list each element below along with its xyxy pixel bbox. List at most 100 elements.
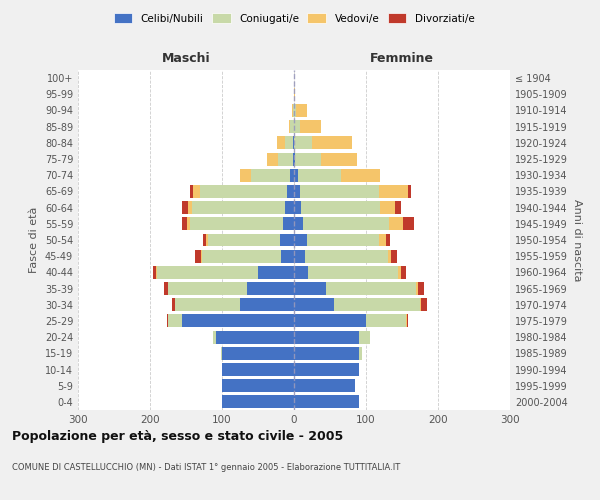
Text: Maschi: Maschi	[161, 52, 211, 65]
Bar	[408, 185, 412, 198]
Bar	[192, 201, 286, 214]
Bar	[386, 234, 390, 246]
Bar	[296, 104, 307, 117]
Bar	[294, 169, 298, 181]
Bar	[182, 218, 187, 230]
Bar	[196, 250, 201, 262]
Bar	[182, 201, 188, 214]
Bar	[294, 266, 308, 279]
Bar	[294, 152, 295, 166]
Bar	[258, 266, 294, 279]
Bar	[420, 298, 421, 311]
Bar	[293, 104, 294, 117]
Bar	[294, 379, 355, 392]
Bar	[294, 185, 300, 198]
Bar	[187, 218, 190, 230]
Bar	[395, 201, 401, 214]
Bar	[216, 330, 294, 344]
Bar	[294, 201, 301, 214]
Bar	[280, 234, 294, 246]
Bar	[308, 266, 398, 279]
Bar	[284, 136, 293, 149]
Bar	[293, 136, 294, 149]
Bar	[212, 330, 216, 344]
Bar	[247, 282, 294, 295]
Bar	[379, 234, 386, 246]
Bar	[164, 282, 168, 295]
Bar	[281, 250, 294, 262]
Bar	[406, 314, 407, 328]
Bar	[203, 234, 206, 246]
Bar	[175, 298, 240, 311]
Bar	[168, 314, 182, 328]
Bar	[190, 185, 193, 198]
Bar	[190, 218, 283, 230]
Bar	[294, 330, 359, 344]
Text: Femmine: Femmine	[370, 52, 434, 65]
Bar	[240, 298, 294, 311]
Bar	[294, 298, 334, 311]
Bar	[312, 136, 352, 149]
Bar	[172, 298, 175, 311]
Bar	[277, 136, 284, 149]
Bar	[320, 152, 356, 166]
Bar	[359, 330, 370, 344]
Bar	[289, 120, 290, 133]
Bar	[388, 250, 391, 262]
Bar	[295, 152, 320, 166]
Bar	[294, 88, 295, 101]
Bar	[208, 234, 280, 246]
Bar	[293, 152, 294, 166]
Bar	[153, 266, 157, 279]
Bar	[240, 169, 251, 181]
Bar	[201, 250, 202, 262]
Text: Popolazione per età, sesso e stato civile - 2005: Popolazione per età, sesso e stato civil…	[12, 430, 343, 443]
Bar	[292, 104, 293, 117]
Bar	[300, 185, 379, 198]
Bar	[294, 396, 359, 408]
Bar	[268, 152, 278, 166]
Bar	[251, 169, 290, 181]
Bar	[167, 314, 168, 328]
Bar	[222, 363, 294, 376]
Bar	[182, 314, 294, 328]
Bar	[389, 218, 403, 230]
Bar	[222, 396, 294, 408]
Bar	[222, 379, 294, 392]
Bar	[403, 218, 414, 230]
Bar	[294, 282, 326, 295]
Bar	[298, 169, 341, 181]
Bar	[294, 347, 359, 360]
Bar	[168, 282, 247, 295]
Bar	[286, 201, 294, 214]
Bar	[188, 201, 192, 214]
Bar	[290, 169, 294, 181]
Bar	[290, 120, 294, 133]
Bar	[366, 314, 406, 328]
Bar	[157, 266, 258, 279]
Bar	[379, 185, 408, 198]
Legend: Celibi/Nubili, Coniugati/e, Vedovi/e, Divorziati/e: Celibi/Nubili, Coniugati/e, Vedovi/e, Di…	[110, 10, 478, 26]
Bar	[301, 201, 380, 214]
Bar	[294, 104, 296, 117]
Bar	[294, 120, 300, 133]
Bar	[407, 314, 409, 328]
Bar	[294, 136, 312, 149]
Bar	[416, 282, 418, 295]
Bar	[294, 250, 305, 262]
Bar	[193, 185, 200, 198]
Bar	[305, 250, 388, 262]
Bar	[307, 234, 379, 246]
Bar	[341, 169, 380, 181]
Bar	[222, 347, 294, 360]
Bar	[206, 234, 208, 246]
Bar	[283, 218, 294, 230]
Bar	[359, 347, 362, 360]
Y-axis label: Fasce di età: Fasce di età	[29, 207, 39, 273]
Bar	[380, 201, 395, 214]
Bar	[418, 282, 424, 295]
Bar	[294, 363, 359, 376]
Bar	[300, 120, 322, 133]
Bar	[398, 266, 401, 279]
Bar	[401, 266, 406, 279]
